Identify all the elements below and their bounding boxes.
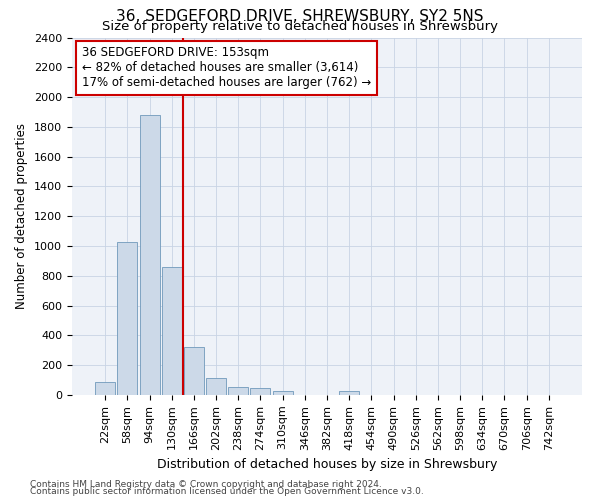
Bar: [95, 382, 115, 395]
Bar: [140, 115, 160, 395]
Bar: [162, 267, 182, 395]
X-axis label: Distribution of detached houses by size in Shrewsbury: Distribution of detached houses by size …: [157, 458, 497, 471]
Bar: [272, 390, 293, 395]
Bar: [118, 242, 137, 395]
Text: Contains HM Land Registry data © Crown copyright and database right 2024.: Contains HM Land Registry data © Crown c…: [30, 480, 382, 489]
Text: Contains public sector information licensed under the Open Government Licence v3: Contains public sector information licen…: [30, 487, 424, 496]
Text: 36, SEDGEFORD DRIVE, SHREWSBURY, SY2 5NS: 36, SEDGEFORD DRIVE, SHREWSBURY, SY2 5NS: [116, 9, 484, 24]
Bar: [228, 387, 248, 395]
Text: 36 SEDGEFORD DRIVE: 153sqm
← 82% of detached houses are smaller (3,614)
17% of s: 36 SEDGEFORD DRIVE: 153sqm ← 82% of deta…: [82, 46, 371, 90]
Text: Size of property relative to detached houses in Shrewsbury: Size of property relative to detached ho…: [102, 20, 498, 33]
Y-axis label: Number of detached properties: Number of detached properties: [16, 123, 28, 309]
Bar: [339, 390, 359, 395]
Bar: [206, 378, 226, 395]
Bar: [184, 348, 204, 395]
Bar: [250, 388, 271, 395]
